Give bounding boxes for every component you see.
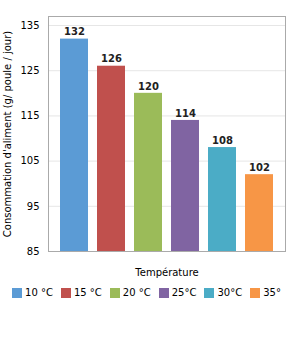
svg-text:105: 105: [20, 155, 39, 166]
html-text:20 °C: 20 °C: [122, 287, 151, 298]
svg-text:95: 95: [27, 201, 40, 212]
svg-text:135: 135: [20, 20, 39, 31]
svg-text:Consommation d'aliment (g/ pou: Consommation d'aliment (g/ poule / jour): [2, 31, 13, 237]
svg-text:85: 85: [27, 246, 40, 257]
html-text:35°: 35°: [263, 287, 281, 298]
html-text:30°C: 30°C: [217, 287, 243, 298]
svg-text:108: 108: [212, 135, 233, 146]
svg-text:102: 102: [249, 162, 270, 173]
svg-text:125: 125: [20, 65, 39, 76]
html-text:15 °C: 15 °C: [74, 287, 102, 298]
svg-text:126: 126: [101, 53, 122, 64]
html-text:25°C: 25°C: [171, 287, 197, 298]
html-text:10 °C: 10 °C: [25, 287, 53, 298]
svg-text:120: 120: [138, 81, 159, 92]
svg-text:114: 114: [175, 108, 196, 119]
svg-text:Température: Température: [134, 267, 198, 278]
svg-text:132: 132: [64, 26, 85, 37]
svg-text:115: 115: [20, 110, 39, 121]
